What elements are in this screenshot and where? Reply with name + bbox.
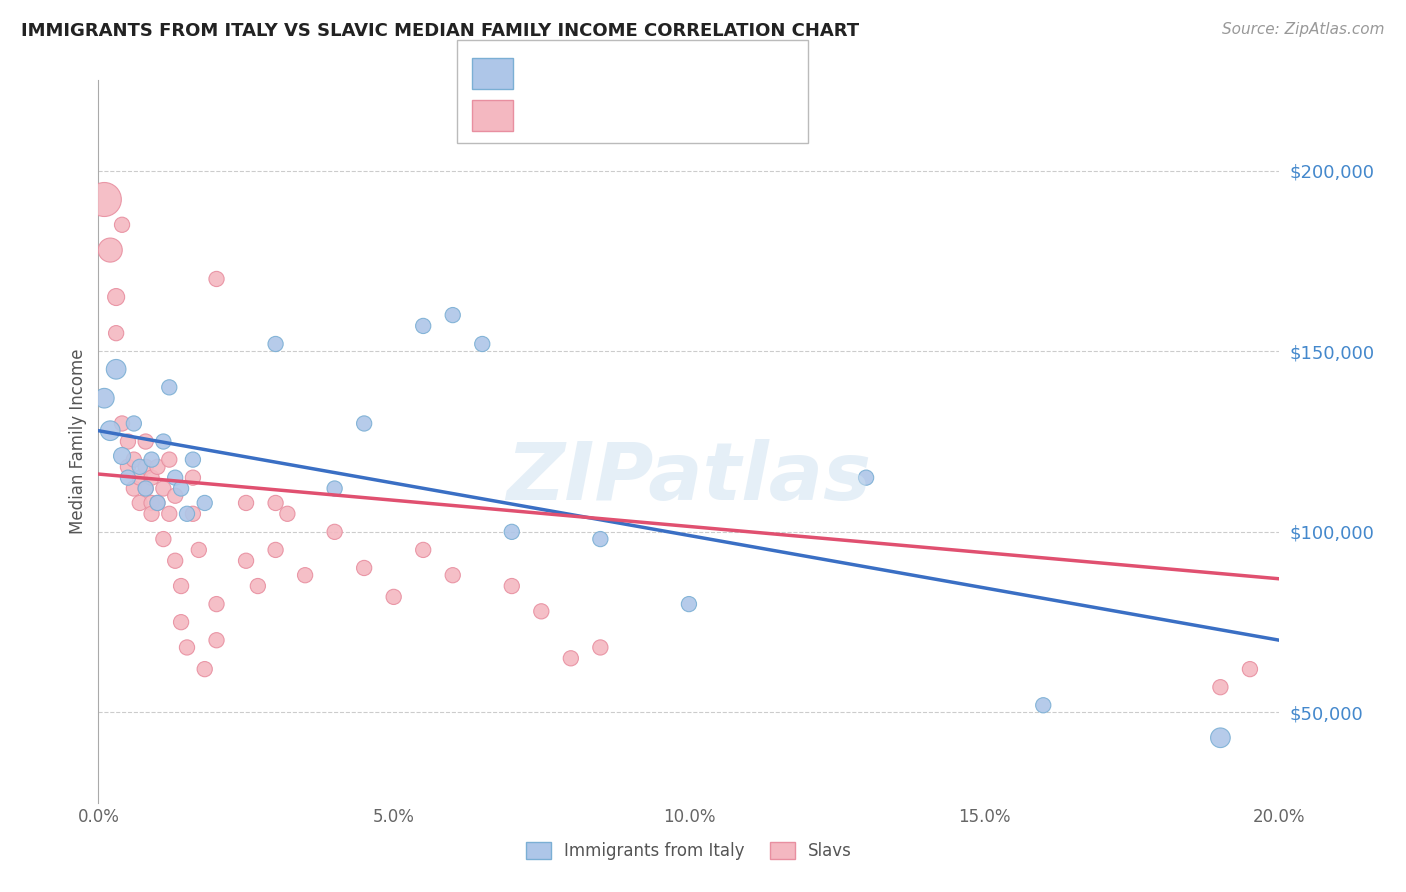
Point [176, 507, 198, 521]
Point [323, 524, 346, 539]
Point [176, 640, 198, 655]
Point [353, 417, 375, 431]
Point [181, 470, 204, 484]
Point [98, 424, 121, 438]
Point [441, 308, 464, 322]
Point [589, 532, 612, 546]
Point [412, 542, 434, 557]
Point [128, 470, 150, 484]
Point [157, 452, 180, 467]
Point [235, 554, 257, 568]
Point [157, 380, 180, 394]
Text: Source: ZipAtlas.com: Source: ZipAtlas.com [1222, 22, 1385, 37]
Point [135, 482, 157, 496]
Point [560, 651, 582, 665]
Point [471, 337, 494, 351]
Point [294, 568, 316, 582]
Point [170, 615, 193, 630]
Point [141, 470, 163, 484]
Point [111, 417, 134, 431]
Point [194, 662, 217, 676]
Point [105, 362, 128, 376]
Point [141, 452, 163, 467]
Point [157, 507, 180, 521]
Point [135, 459, 157, 474]
Point [128, 459, 150, 474]
Point [93, 193, 115, 207]
Point [111, 449, 134, 463]
Point [264, 542, 287, 557]
Point [165, 489, 187, 503]
Point [111, 218, 134, 232]
Point [205, 597, 228, 611]
Point [382, 590, 405, 604]
Point [165, 470, 187, 484]
Text: R = -0.528   N = 29: R = -0.528 N = 29 [522, 66, 699, 84]
Point [187, 542, 209, 557]
Text: IMMIGRANTS FROM ITALY VS SLAVIC MEDIAN FAMILY INCOME CORRELATION CHART: IMMIGRANTS FROM ITALY VS SLAVIC MEDIAN F… [21, 22, 859, 40]
Point [122, 482, 145, 496]
Point [152, 532, 174, 546]
Point [98, 243, 121, 257]
Point [122, 417, 145, 431]
Point [105, 290, 128, 304]
Point [501, 524, 523, 539]
Point [323, 482, 346, 496]
Point [1209, 731, 1232, 745]
Point [246, 579, 269, 593]
Point [146, 459, 169, 474]
Point [276, 507, 298, 521]
Point [589, 640, 612, 655]
Point [117, 470, 139, 484]
Point [855, 470, 877, 484]
Point [170, 579, 193, 593]
Point [117, 459, 139, 474]
Point [141, 507, 163, 521]
Point [264, 337, 287, 351]
Point [412, 318, 434, 333]
Point [530, 604, 553, 618]
Point [181, 452, 204, 467]
Point [105, 326, 128, 340]
Point [165, 554, 187, 568]
Point [117, 434, 139, 449]
Point [135, 434, 157, 449]
Text: R = -0.174   N = 54: R = -0.174 N = 54 [522, 108, 699, 126]
Point [205, 272, 228, 286]
Point [264, 496, 287, 510]
Point [135, 482, 157, 496]
Legend: Immigrants from Italy, Slavs: Immigrants from Italy, Slavs [519, 835, 859, 867]
Point [93, 391, 115, 405]
Point [1239, 662, 1261, 676]
Point [181, 507, 204, 521]
Point [152, 434, 174, 449]
Point [146, 496, 169, 510]
Point [128, 496, 150, 510]
Point [1209, 680, 1232, 694]
Point [122, 452, 145, 467]
Point [353, 561, 375, 575]
Point [205, 633, 228, 648]
Point [678, 597, 700, 611]
Text: ZIPatlas: ZIPatlas [506, 439, 872, 516]
Point [501, 579, 523, 593]
Point [170, 482, 193, 496]
Point [152, 482, 174, 496]
Y-axis label: Median Family Income: Median Family Income [69, 349, 87, 534]
Point [441, 568, 464, 582]
Point [146, 496, 169, 510]
Point [194, 496, 217, 510]
Point [1032, 698, 1054, 713]
Point [141, 496, 163, 510]
Point [235, 496, 257, 510]
